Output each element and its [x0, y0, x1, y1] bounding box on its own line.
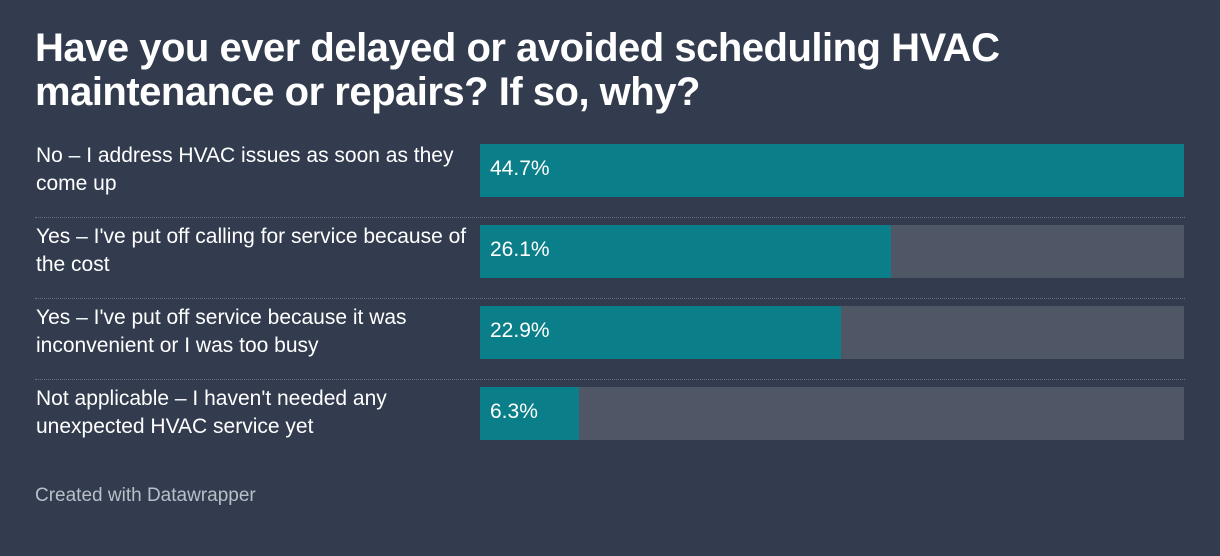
bar-value-label: 26.1% [490, 238, 550, 261]
chart-row: Not applicable – I haven't needed any un… [35, 380, 1185, 460]
bar-value-label: 22.9% [490, 319, 550, 342]
bar-track: 6.3% [480, 387, 1184, 440]
bar-track: 44.7% [480, 144, 1184, 197]
bar [480, 306, 841, 359]
bar [480, 144, 1184, 197]
category-label: Not applicable – I haven't needed any un… [36, 387, 387, 438]
bar-track: 26.1% [480, 225, 1184, 278]
category-label: Yes – I've put off calling for service b… [36, 225, 467, 276]
chart-row: No – I address HVAC issues as soon as th… [35, 137, 1185, 218]
bar-chart: No – I address HVAC issues as soon as th… [35, 137, 1185, 460]
bar-value-label: 6.3% [490, 400, 538, 423]
chart-row: Yes – I've put off service because it wa… [35, 299, 1185, 380]
bar-track: 22.9% [480, 306, 1184, 359]
bar [480, 387, 580, 440]
chart-row: Yes – I've put off calling for service b… [35, 218, 1185, 299]
category-label: No – I address HVAC issues as soon as th… [36, 144, 454, 195]
category-label: Yes – I've put off service because it wa… [36, 306, 407, 357]
footer-credit: Created with Datawrapper [35, 485, 256, 506]
bar-value-label: 44.7% [490, 157, 550, 180]
bar [480, 225, 892, 278]
chart-title: Have you ever delayed or avoided schedul… [35, 26, 1000, 114]
